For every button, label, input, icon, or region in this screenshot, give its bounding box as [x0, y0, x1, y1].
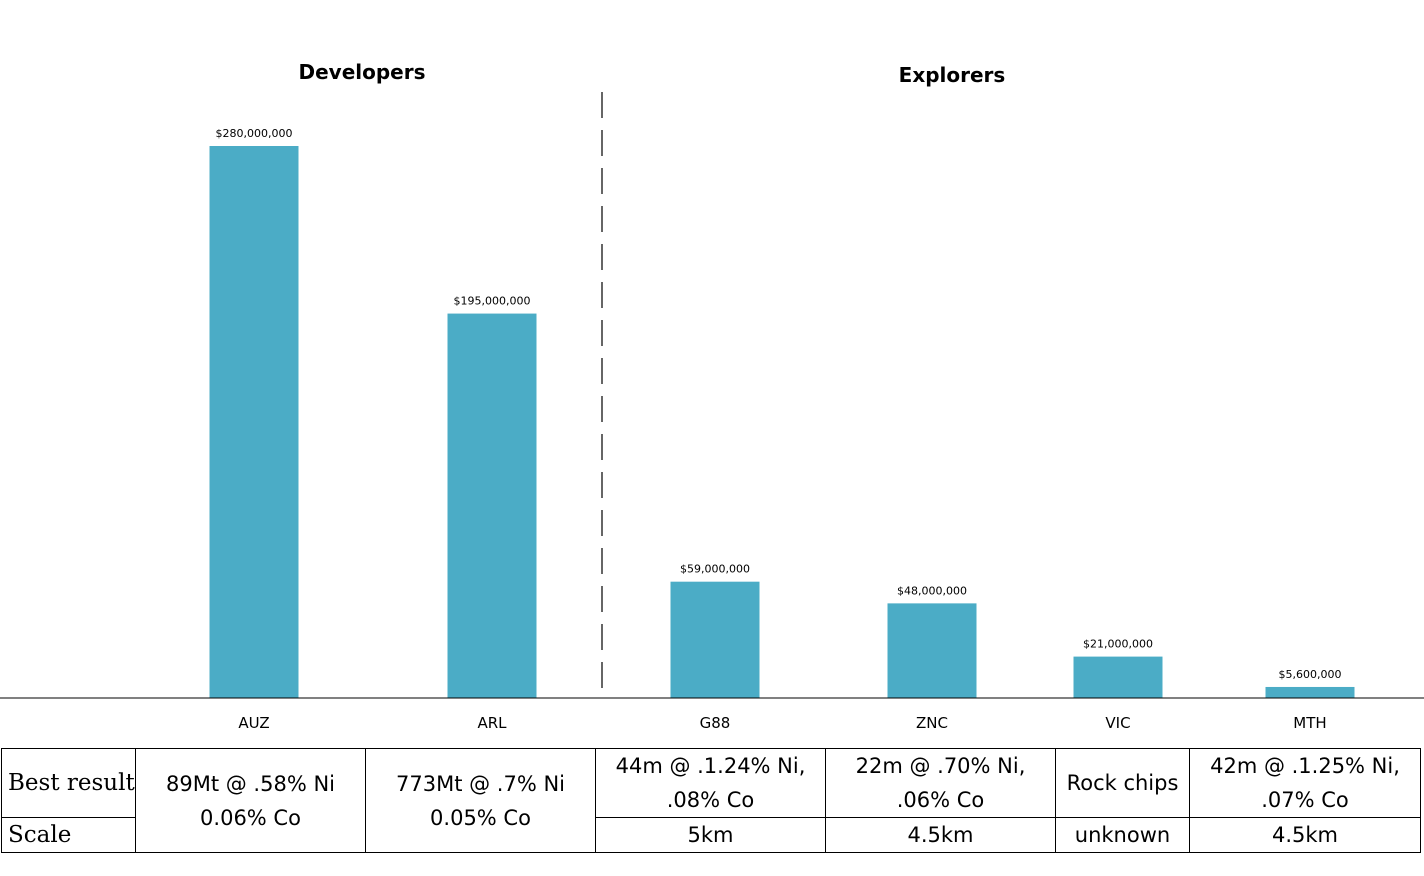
- table-cell-auz-result: 89Mt @ .58% Ni 0.06% Co: [135, 748, 366, 853]
- bar-arl: [447, 313, 537, 698]
- mth-result-line1: 42m @ .1.25% Ni,: [1210, 754, 1400, 778]
- value-label-vic: $21,000,000: [1083, 638, 1153, 651]
- table-row-scale: Scale 5km 4.5km unknown 4.5km: [1, 817, 1421, 853]
- bar-vic: [1073, 656, 1163, 698]
- market-cap-bar-chart: Developers Explorers $280,000,000 AUZ $195…: [0, 60, 1424, 732]
- category-label-g88: G88: [700, 714, 731, 732]
- bar-auz: [209, 146, 299, 698]
- vic-result-line1: Rock chips: [1066, 771, 1179, 795]
- value-label-arl: $195,000,000: [454, 295, 531, 308]
- table-cell-mth-result: 42m @ .1.25% Ni, .07% Co: [1189, 748, 1421, 818]
- bar-g88: [670, 581, 760, 698]
- table-cell-znc-scale: 4.5km: [825, 817, 1056, 853]
- developers-group-title: Developers: [298, 60, 425, 84]
- category-label-vic: VIC: [1105, 714, 1130, 732]
- results-table: Best result 89Mt @ .58% Ni 0.06% Co 773M…: [1, 748, 1421, 853]
- g88-result-line2: .08% Co: [666, 788, 755, 812]
- bar-znc: [887, 603, 977, 698]
- mth-result-line2: .07% Co: [1261, 788, 1349, 812]
- value-label-mth: $5,600,000: [1279, 668, 1342, 681]
- value-label-znc: $48,000,000: [897, 584, 967, 597]
- category-label-arl: ARL: [477, 714, 507, 732]
- arl-result-line2: 0.05% Co: [430, 805, 531, 830]
- znc-result-line2: .06% Co: [896, 788, 985, 812]
- table-row-best-result: Best result 89Mt @ .58% Ni 0.06% Co 773M…: [1, 748, 1421, 853]
- auz-result-line1: 89Mt @ .58% Ni: [166, 771, 335, 796]
- table-cell-arl-result: 773Mt @ .7% Ni 0.05% Co: [365, 748, 596, 853]
- znc-result-line1: 22m @ .70% Ni,: [855, 754, 1026, 778]
- arl-result-line1: 773Mt @ .7% Ni: [396, 771, 565, 796]
- value-label-g88: $59,000,000: [680, 563, 750, 576]
- bar-mth: [1265, 686, 1355, 698]
- value-label-auz: $280,000,000: [216, 127, 293, 140]
- category-label-mth: MTH: [1293, 714, 1326, 732]
- auz-result-line2: 0.06% Co: [200, 805, 301, 830]
- category-label-znc: ZNC: [916, 714, 948, 732]
- table-cell-g88-scale: 5km: [595, 817, 826, 853]
- table-cell-vic-scale: unknown: [1055, 817, 1190, 853]
- explorers-group-title: Explorers: [899, 63, 1006, 87]
- table-cell-mth-scale: 4.5km: [1189, 817, 1421, 853]
- g88-result-line1: 44m @ .1.24% Ni,: [615, 754, 806, 778]
- table-cell-znc-result: 22m @ .70% Ni, .06% Co: [825, 748, 1056, 818]
- table-cell-g88-result: 44m @ .1.24% Ni, .08% Co: [595, 748, 826, 818]
- row-header-scale: Scale: [1, 817, 136, 853]
- table-cell-vic-result: Rock chips: [1055, 748, 1190, 818]
- bar-series: $280,000,000 AUZ $195,000,000 ARL $59,000,00…: [209, 127, 1355, 732]
- row-header-best-result: Best result: [1, 748, 136, 818]
- category-label-auz: AUZ: [238, 714, 269, 732]
